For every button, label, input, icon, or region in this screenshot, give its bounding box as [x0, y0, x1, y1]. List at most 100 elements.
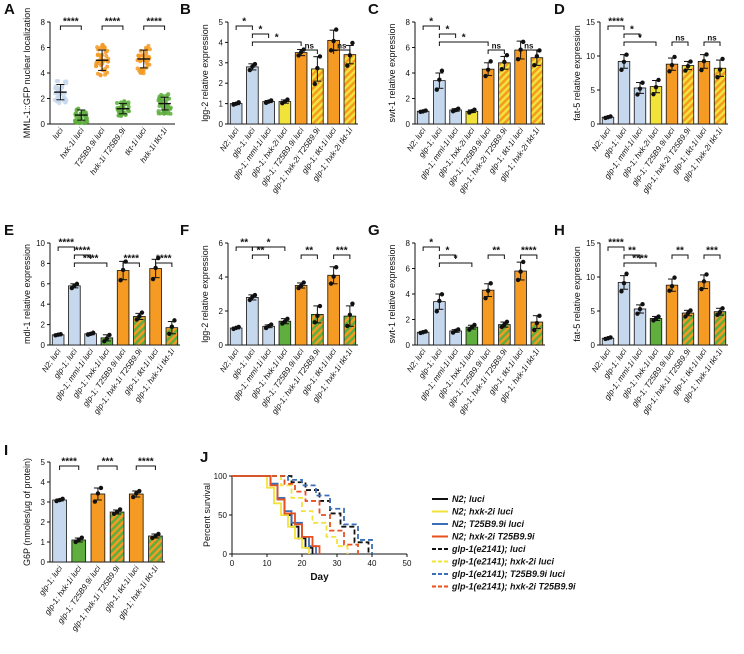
significance-label: **	[257, 246, 265, 257]
x-tick-label: 0	[230, 559, 235, 568]
data-point	[157, 94, 162, 99]
bar	[109, 511, 125, 563]
data-point	[103, 72, 108, 77]
significance-bracket	[333, 254, 351, 259]
data-point	[168, 105, 173, 110]
y-tick-label: 5	[41, 458, 46, 467]
data-point	[105, 64, 110, 69]
significance-bracket	[703, 254, 721, 259]
y-tick-label: 2	[406, 316, 411, 325]
y-tick-label: 4	[41, 300, 46, 309]
data-point	[483, 295, 488, 301]
significance-label: **	[305, 246, 313, 257]
series-line	[232, 475, 321, 554]
data-point	[439, 68, 445, 73]
x-axis-label: Day	[310, 572, 329, 583]
data-point	[95, 52, 100, 57]
bar	[246, 66, 259, 125]
bar	[229, 103, 243, 125]
data-point	[84, 115, 89, 120]
data-point	[635, 311, 640, 316]
bar	[498, 62, 511, 125]
significance-bracket	[671, 41, 689, 46]
y-tick-label: 0	[41, 120, 46, 129]
significance-label: ****	[156, 254, 172, 265]
series-line	[232, 475, 349, 554]
data-point	[144, 61, 149, 66]
significance-label: **	[676, 246, 684, 257]
significance-bracket	[300, 49, 318, 54]
data-point	[63, 100, 68, 105]
y-tick-label: 0	[219, 120, 224, 129]
significance-bracket	[422, 246, 440, 251]
significance-bracket	[623, 254, 641, 259]
data-point	[117, 507, 123, 512]
y-tick-label: 5	[219, 18, 224, 27]
y-tick-label: 8	[406, 239, 411, 248]
significance-label: *	[462, 33, 466, 44]
data-point	[165, 97, 170, 102]
y-tick-label: 3	[41, 498, 46, 507]
y-tick-label: 1	[219, 100, 224, 109]
data-point	[95, 71, 100, 76]
significance-label: ****	[608, 17, 624, 28]
data-point	[434, 309, 440, 314]
significance-bracket	[623, 33, 641, 38]
panel-label: D	[554, 1, 565, 18]
series-line	[232, 475, 373, 554]
data-point	[350, 301, 355, 306]
data-point	[157, 104, 162, 109]
y-tick-label: 15	[586, 18, 595, 27]
significance-bracket	[520, 49, 538, 54]
data-point	[84, 119, 89, 124]
data-point	[619, 289, 624, 294]
significance-bracket	[300, 254, 318, 259]
bar	[665, 63, 679, 125]
y-tick-label: 10	[586, 52, 595, 61]
data-point	[80, 120, 85, 125]
significance-label: ns	[675, 34, 685, 43]
data-point	[143, 45, 148, 50]
significance-label: ****	[61, 457, 77, 468]
significance-bracket	[122, 262, 140, 267]
y-tick-label: 3	[219, 59, 224, 68]
bar	[68, 285, 81, 346]
data-point	[100, 45, 105, 50]
significance-bracket	[59, 465, 80, 470]
bar	[52, 499, 67, 563]
significance-bracket	[623, 41, 657, 46]
data-point	[156, 111, 161, 116]
data-point	[53, 84, 58, 89]
y-tick-label: 10	[586, 273, 595, 282]
data-point	[74, 111, 79, 116]
significance-bracket	[135, 465, 156, 470]
significance-bracket	[59, 25, 82, 30]
bar	[514, 49, 527, 125]
data-point	[624, 271, 629, 276]
y-tick-label: 2	[41, 518, 46, 527]
significance-label: ****	[105, 17, 121, 28]
bar	[713, 311, 727, 346]
y-tick-label: 2	[41, 95, 46, 104]
y-tick-label: 2	[406, 95, 411, 104]
significance-bracket	[251, 246, 286, 251]
legend-label: N2; T25B9.9i luci	[452, 519, 525, 529]
y-tick-label: 8	[406, 18, 411, 27]
data-point	[699, 67, 704, 73]
significance-label: *	[446, 25, 450, 36]
legend-label: glp-1(e2141); hxk-2i T25B9.9i	[451, 582, 576, 592]
data-point	[57, 101, 62, 106]
panel-J: J 0 50 100 0 10 20 30 40 50 Day Percent survival N2;…	[200, 449, 576, 592]
data-point	[137, 54, 142, 59]
y-tick-label: 0	[406, 120, 411, 129]
significance-bracket	[438, 41, 489, 46]
y-tick-label: 100	[214, 472, 228, 481]
panel-label: B	[180, 1, 191, 18]
data-point	[73, 119, 78, 124]
significance-label: *	[630, 25, 634, 36]
